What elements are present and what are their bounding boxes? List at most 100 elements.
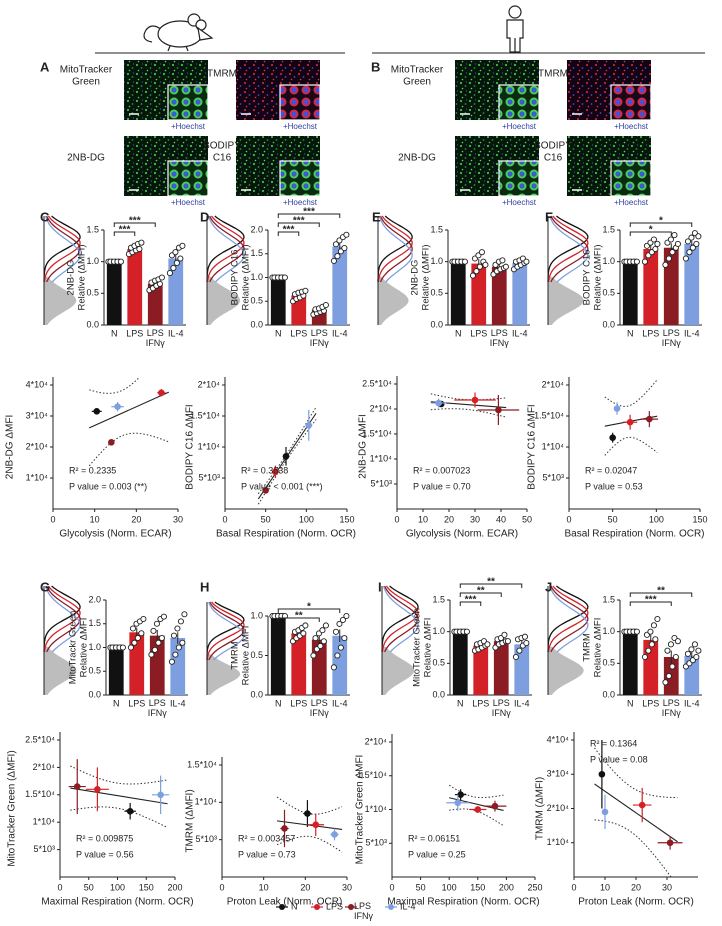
x-tick-label: 0 bbox=[566, 514, 571, 524]
y-axis-label: Relative ΔMFI bbox=[79, 618, 90, 678]
histogram-trace bbox=[44, 215, 81, 283]
y-tick-label: 2*10⁴ bbox=[198, 379, 221, 389]
significance-bracket bbox=[113, 231, 136, 236]
bar bbox=[622, 261, 638, 325]
confidence-band bbox=[448, 784, 504, 799]
x-tick-label: LPS bbox=[642, 698, 659, 708]
x-tick-label: 200 bbox=[167, 882, 182, 892]
y-tick-label: 3*10⁴ bbox=[26, 410, 49, 420]
y-tick-label: 0.5 bbox=[86, 288, 99, 298]
panel-letter: D bbox=[200, 209, 209, 224]
data-point bbox=[482, 261, 489, 268]
data-point bbox=[148, 651, 155, 658]
panel-letter: H bbox=[200, 579, 209, 594]
confidence-band bbox=[70, 806, 168, 829]
y-tick-label: 5*10³ bbox=[365, 838, 387, 848]
x-tick-label: LPS IFNγ bbox=[490, 328, 509, 348]
y-tick-label: 1.0 bbox=[86, 256, 99, 266]
confidence-band bbox=[430, 408, 507, 418]
data-point bbox=[491, 802, 499, 810]
legend-label: LPS bbox=[326, 901, 343, 911]
data-point bbox=[157, 791, 164, 799]
human-icon bbox=[506, 5, 524, 53]
histogram-trace bbox=[550, 215, 589, 283]
bar bbox=[127, 249, 143, 325]
data-point bbox=[469, 272, 476, 279]
y-tick-label: 1.5*10⁴ bbox=[25, 789, 55, 799]
x-tick-label: 100 bbox=[299, 514, 314, 524]
y-axis-label: Relative (ΔMFI) bbox=[593, 245, 604, 311]
y-tick-label: 2*10⁴ bbox=[542, 379, 565, 389]
y-tick-label: 0.0 bbox=[88, 689, 101, 699]
x-axis-label: Maximal Respiration (Norm. OCR) bbox=[41, 897, 193, 908]
data-point bbox=[177, 618, 184, 625]
x-tick-label: LPS IFNγ bbox=[492, 698, 511, 718]
confidence-band bbox=[594, 747, 678, 799]
stain-label: TMRM bbox=[538, 69, 568, 80]
x-tick-label: LPS IFNγ bbox=[146, 328, 165, 348]
x-tick-label: 20 bbox=[631, 882, 641, 892]
histogram-trace bbox=[206, 215, 245, 283]
data-point bbox=[158, 274, 165, 281]
x-tick-label: 0 bbox=[50, 514, 55, 524]
data-point bbox=[175, 644, 182, 651]
data-point bbox=[669, 249, 676, 256]
y-axis-label: MitoTracker Green (ΔMFI) bbox=[7, 750, 18, 866]
x-tick-label: 0 bbox=[389, 882, 394, 892]
confidence-band bbox=[70, 765, 168, 785]
y-axis-label: Relative ΔMFI bbox=[241, 626, 252, 686]
x-tick-label: N bbox=[627, 328, 634, 338]
significance-label: *** bbox=[645, 595, 657, 606]
x-tick-label: 100 bbox=[442, 882, 457, 892]
data-point bbox=[317, 642, 324, 650]
data-point bbox=[117, 258, 124, 265]
histogram-trace bbox=[384, 585, 419, 653]
y-tick-label: 1.5 bbox=[250, 248, 263, 258]
x-tick-label: 150 bbox=[339, 514, 354, 524]
x-axis-label: Basal Respiration (Norm. OCR) bbox=[564, 529, 704, 540]
data-point bbox=[435, 399, 442, 407]
data-point bbox=[131, 639, 138, 646]
data-point bbox=[601, 808, 609, 816]
histogram-trace bbox=[549, 585, 589, 653]
histogram-fill bbox=[44, 645, 77, 695]
x-tick-label: LPS IFNγ bbox=[662, 328, 681, 348]
annotation: P value = 0.53 bbox=[585, 481, 643, 491]
x-tick-label: IL-4 bbox=[684, 698, 700, 708]
significance-label: *** bbox=[283, 225, 295, 236]
data-point bbox=[638, 801, 646, 809]
bar bbox=[493, 641, 509, 695]
bar bbox=[450, 261, 466, 325]
data-point bbox=[686, 249, 693, 256]
y-tick-label: 2.0 bbox=[250, 224, 263, 234]
y-tick-label: 5*10³ bbox=[195, 834, 217, 844]
x-tick-label: LPS IFNγ bbox=[662, 698, 681, 718]
y-axis-label: Relative (ΔMFI) bbox=[241, 245, 252, 311]
y-axis-label: BODIPY C16 bbox=[582, 250, 593, 306]
confidence-band bbox=[276, 835, 343, 853]
histogram-trace bbox=[547, 585, 589, 653]
data-point bbox=[337, 644, 344, 651]
stain-label: Green bbox=[72, 77, 100, 88]
x-tick-label: LPS bbox=[128, 698, 145, 708]
data-point bbox=[641, 258, 648, 265]
bar bbox=[452, 631, 468, 695]
histogram-trace bbox=[381, 585, 419, 653]
stain-label: TMRM bbox=[207, 69, 237, 80]
significance-label: ** bbox=[295, 611, 303, 622]
data-point bbox=[134, 634, 141, 642]
data-point bbox=[664, 647, 671, 654]
data-point bbox=[667, 236, 674, 243]
data-point bbox=[341, 244, 348, 252]
x-axis-label: Proton Leak (Norm. OCR) bbox=[227, 897, 343, 908]
data-point bbox=[688, 234, 695, 241]
data-point bbox=[126, 807, 134, 815]
data-point bbox=[647, 628, 654, 635]
y-tick-label: 1.5*10⁴ bbox=[190, 410, 220, 420]
data-point bbox=[666, 839, 674, 847]
data-point bbox=[179, 639, 186, 646]
y-axis-label: 2NB-DG bbox=[66, 260, 77, 296]
y-tick-label: 3*10⁴ bbox=[547, 769, 570, 779]
mouse-icon bbox=[143, 13, 214, 52]
x-tick-label: LPS bbox=[290, 328, 307, 338]
